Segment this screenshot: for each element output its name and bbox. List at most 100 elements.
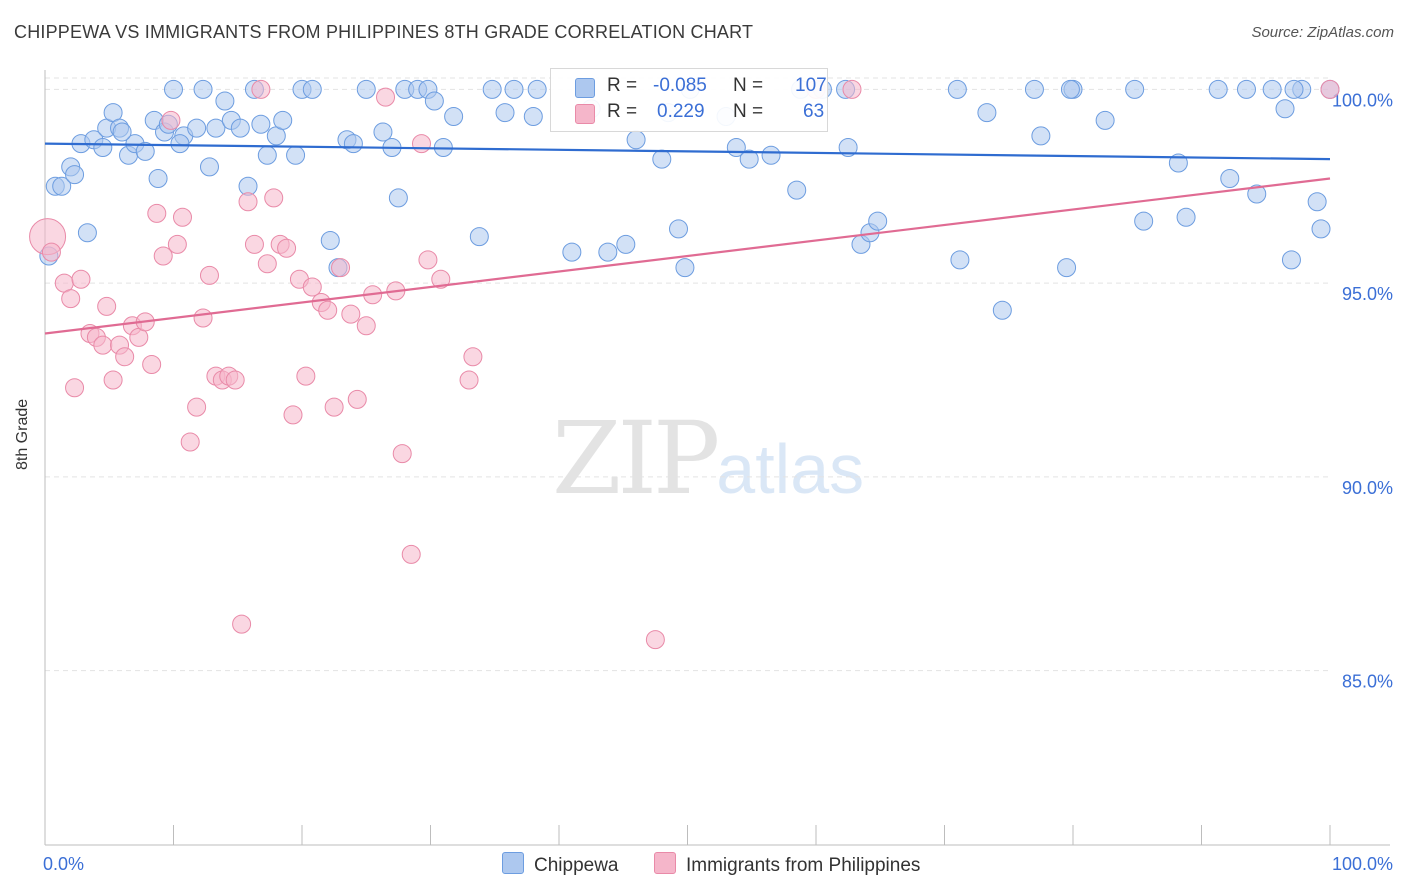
- chippewa-point: [1057, 258, 1077, 278]
- philippines-point: [103, 370, 123, 390]
- y-axis-label: 8th Grade: [14, 398, 31, 470]
- philippines-point: [244, 234, 264, 254]
- chippewa-point: [206, 118, 226, 138]
- philippines-r-value: 0.229: [657, 101, 705, 122]
- chippewa-point: [616, 234, 636, 254]
- chippewa-point: [1307, 192, 1327, 212]
- chippewa-point: [1125, 79, 1145, 99]
- chippewa-point: [523, 107, 543, 126]
- y-tick-label: 100.0%: [1332, 90, 1393, 110]
- chippewa-point: [135, 141, 155, 161]
- chippewa-point: [444, 107, 464, 126]
- philippines-point: [232, 614, 252, 634]
- chippewa-point: [1262, 79, 1282, 99]
- chippewa-point: [273, 110, 293, 130]
- philippines-point: [153, 246, 173, 266]
- chippewa-point: [373, 122, 393, 142]
- philippines-point: [264, 188, 284, 208]
- chippewa-point: [1095, 110, 1115, 130]
- philippines-point: [93, 335, 113, 355]
- chippewa-point: [626, 130, 646, 150]
- philippines-point: [341, 304, 361, 324]
- chippewa-point: [343, 134, 363, 154]
- chippewa-point: [388, 188, 408, 208]
- philippines-trend-line: [44, 177, 1331, 335]
- chippewa-point: [320, 231, 340, 250]
- philippines-point: [318, 300, 338, 320]
- philippines-point: [296, 366, 316, 386]
- chippewa-point: [675, 258, 695, 278]
- chippewa-point: [504, 79, 524, 99]
- chippewa-point: [286, 145, 306, 165]
- philippines-point: [161, 110, 181, 130]
- chippewa-swatch: [575, 78, 595, 98]
- philippines-point: [193, 308, 213, 328]
- chippewa-point: [1275, 99, 1295, 119]
- philippines-point: [376, 87, 396, 107]
- x-tick-label: 0.0%: [43, 854, 84, 874]
- philippines-point: [431, 269, 451, 289]
- philippines-point: [331, 258, 351, 278]
- philippines-point: [401, 544, 421, 564]
- philippines-point: [277, 238, 297, 258]
- philippines-point: [71, 269, 91, 289]
- chippewa-point: [1247, 184, 1267, 204]
- watermark-atlas: atlas: [716, 430, 865, 508]
- y-tick-label: 85.0%: [1342, 672, 1393, 692]
- philippines-point: [418, 250, 438, 270]
- chippewa-point: [652, 149, 672, 169]
- philippines-point: [147, 203, 167, 223]
- philippines-point: [324, 397, 344, 417]
- chippewa-point: [356, 79, 376, 99]
- source-credit: Source: ZipAtlas.com: [1251, 24, 1394, 41]
- chippewa-point: [1236, 79, 1256, 99]
- chippewa-point: [187, 118, 207, 138]
- chippewa-n-value: 107: [795, 75, 827, 96]
- philippines-point: [463, 347, 483, 367]
- chippewa-point: [251, 114, 271, 134]
- philippines-point: [412, 134, 432, 154]
- philippines-point: [115, 347, 135, 367]
- chippewa-point: [77, 223, 97, 243]
- chippewa-point: [164, 79, 183, 99]
- philippines-point: [842, 79, 862, 99]
- philippines-point: [302, 277, 322, 297]
- chippewa-point: [977, 103, 997, 123]
- chippewa-point: [52, 176, 72, 196]
- philippines-point: [645, 630, 665, 650]
- chippewa-point: [495, 103, 515, 123]
- r-label: R =: [607, 101, 638, 122]
- chippewa-point: [170, 134, 190, 154]
- chippewa-point: [1168, 153, 1188, 173]
- chippewa-point: [93, 138, 113, 157]
- bottom-legend-philippines: Immigrants from Philippines: [654, 852, 920, 877]
- philippines-point: [61, 289, 81, 309]
- chippewa-point: [838, 138, 858, 157]
- stats-legend: R = -0.085 N = 107 R = 0.229 N = 63: [550, 68, 828, 132]
- x-tick-label: 100.0%: [1332, 854, 1393, 874]
- chippewa-point: [1031, 126, 1051, 146]
- philippines-legend-label: Immigrants from Philippines: [686, 855, 921, 876]
- chippewa-point: [1024, 79, 1044, 99]
- watermark: ZIPatlas: [552, 400, 864, 517]
- chippewa-point: [230, 118, 250, 138]
- chippewa-point: [1284, 79, 1304, 99]
- chippewa-point: [669, 219, 689, 239]
- philippines-point: [180, 432, 200, 452]
- chippewa-point: [1060, 79, 1080, 99]
- chippewa-point: [761, 145, 781, 165]
- bottom-legend-chippewa: Chippewa: [502, 852, 619, 877]
- philippines-point: [41, 242, 61, 262]
- chippewa-point: [598, 242, 618, 262]
- y-tick-label: 95.0%: [1342, 284, 1393, 304]
- chippewa-point: [562, 242, 582, 262]
- chippewa-point: [199, 157, 219, 177]
- chippewa-point: [1281, 250, 1301, 270]
- n-label: N =: [733, 75, 764, 96]
- chippewa-point: [257, 145, 277, 165]
- y-tick-label: 90.0%: [1342, 478, 1393, 498]
- r-label: R =: [607, 75, 638, 96]
- philippines-point: [392, 444, 412, 464]
- chart-title: CHIPPEWA VS IMMIGRANTS FROM PHILIPPINES …: [14, 22, 754, 42]
